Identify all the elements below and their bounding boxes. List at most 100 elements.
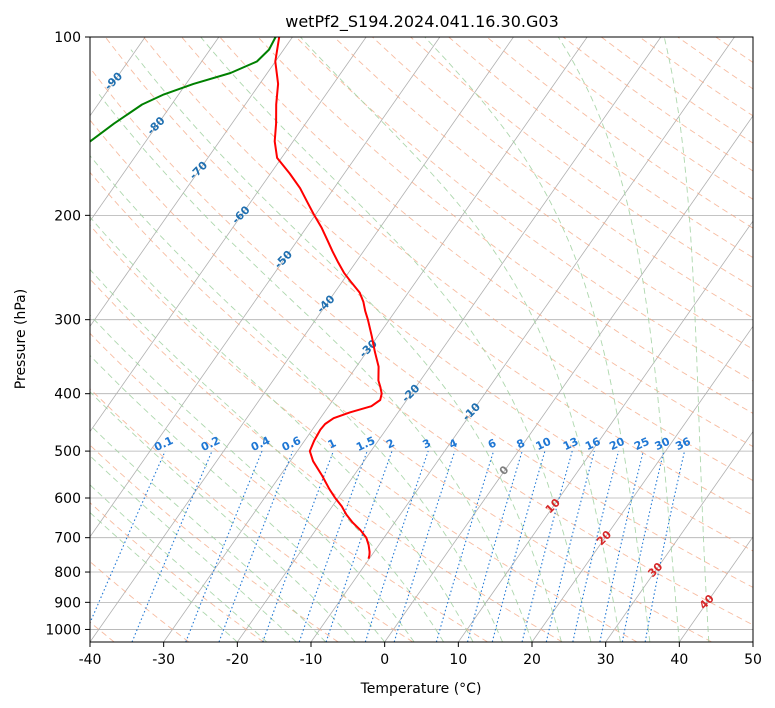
mixing-ratio-line: [545, 450, 595, 642]
isotherm-label: -40: [314, 292, 337, 315]
mixing-ratio-label: 4: [447, 436, 460, 451]
dry-adiabat-line: [639, 37, 753, 117]
y-tick-label: 700: [54, 531, 81, 547]
isotherm-label: -70: [187, 159, 210, 182]
x-axis-label: Temperature (°C): [360, 681, 482, 697]
isotherm-line: [458, 220, 753, 642]
dry-adiabat-line: [90, 278, 563, 642]
dry-adiabat-line: [524, 37, 753, 200]
y-tick-label: 900: [54, 595, 81, 611]
dry-adiabat-line: [219, 37, 753, 448]
dry-adiabat-line: [90, 388, 414, 642]
dry-adiabat-line: [90, 502, 264, 642]
dry-adiabat-line: [295, 37, 753, 382]
mixing-ratio-line: [435, 450, 495, 642]
isotherm-line: [90, 37, 220, 222]
mixing-ratio-label: 16: [583, 435, 603, 453]
dry-adiabat-line: [677, 37, 753, 90]
isotherm-line: [90, 37, 441, 538]
plot-area: 0.1 0.2 0.4 0.6 1 1.5 2 3 4 6 8 10 13 16 20 25 30 36 -100…: [90, 37, 753, 642]
y-tick-label: 200: [54, 208, 81, 224]
mixing-ratio-line: [325, 450, 393, 642]
isotherm-line: [752, 641, 753, 642]
moist-adiabats: [90, 37, 710, 642]
moist-adiabat-line: [424, 37, 651, 642]
dry-adiabat-line: [372, 37, 753, 319]
isotherm-line: [605, 430, 753, 642]
temperature-profile-line: [273, 37, 383, 560]
isotherm-line: [90, 37, 293, 327]
mixing-ratio-label: 13: [561, 435, 580, 453]
mixing-ratio-line: [599, 450, 644, 642]
mixing-ratio-line: [364, 450, 429, 642]
chart-title: wetPf2_S194.2024.041.16.30.G03: [285, 12, 559, 32]
y-tick-label: 400: [54, 387, 81, 403]
moist-adiabat-line: [90, 484, 268, 642]
x-tick-label: -30: [152, 652, 175, 668]
moist-adiabat-line: [90, 511, 238, 642]
dry-adiabat-line: [181, 37, 753, 482]
moist-adiabat-line: [90, 455, 297, 642]
y-tick-label: 500: [54, 444, 81, 460]
y-tick-label: 100: [54, 30, 81, 46]
mixing-ratio-line: [491, 450, 546, 642]
isotherm-line: [90, 37, 367, 433]
x-tick-label: 50: [744, 652, 762, 668]
isotherm-line: [384, 115, 753, 642]
dry-adiabat-line: [143, 37, 753, 516]
x-tick-label: 30: [597, 652, 615, 668]
dry-adiabat-line: [90, 224, 638, 642]
isotherm-label: 20: [594, 528, 614, 548]
dry-adiabat-line: [486, 37, 753, 229]
moist-adiabat-line: [663, 37, 710, 642]
isotherm-label: -90: [102, 69, 125, 92]
dry-adiabat-line: [410, 37, 753, 288]
mixing-ratio-line: [218, 450, 294, 642]
moist-adiabat-line: [90, 216, 474, 642]
isotherm-line: [531, 325, 753, 642]
x-tick-label: -40: [79, 652, 102, 668]
mixing-ratio-line: [262, 450, 334, 642]
mixing-ratio-label: 20: [607, 435, 627, 453]
mixing-ratio-label: 3: [420, 436, 432, 451]
mixing-ratio-label: 36: [673, 435, 693, 453]
dry-adiabat-line: [90, 67, 753, 588]
mixing-ratio-line: [572, 450, 620, 642]
isotherm-line: [679, 536, 753, 642]
isotherm-label: 10: [543, 496, 563, 516]
moist-adiabat-line: [130, 49, 562, 642]
mixing-ratio-line: [521, 450, 573, 642]
x-tick-label: -20: [226, 652, 249, 668]
x-tick-label: 40: [670, 652, 688, 668]
x-tick-label: 10: [449, 652, 467, 668]
isotherm-label: -20: [399, 382, 422, 405]
mixing-ratio-line: [298, 450, 368, 642]
moist-adiabat-line: [90, 354, 386, 642]
isotherm-line: [163, 37, 588, 642]
dry-adiabat-line: [90, 444, 339, 642]
isobar-grid: [90, 37, 753, 630]
moist-adiabat-line: [200, 37, 592, 642]
mixing-ratio-line: [90, 450, 166, 625]
dry-adiabat-line: [601, 37, 753, 144]
isotherm-line: [310, 37, 735, 642]
dry-adiabat-line: [448, 37, 753, 259]
isotherm-label: -60: [229, 203, 252, 226]
mixing-ratio-line: [131, 450, 213, 642]
isotherm-label: -50: [272, 248, 295, 271]
moist-adiabat-line: [98, 94, 533, 642]
moist-adiabat-line: [300, 37, 621, 642]
mixing-ratio-label: 10: [534, 435, 554, 453]
dry-adiabat-line: [90, 332, 488, 642]
isotherm-label: 0: [497, 463, 512, 478]
dry-adiabats: [90, 37, 753, 642]
dry-adiabat-line: [257, 37, 753, 414]
mixing-ratio-line: [466, 450, 523, 642]
y-axis-label: Pressure (hPa): [13, 289, 29, 389]
mixing-ratio-line: [621, 450, 665, 642]
mixing-ratio-label: 6: [486, 436, 499, 451]
mixing-ratio-line: [185, 450, 263, 642]
y-tick-label: 800: [54, 565, 81, 581]
